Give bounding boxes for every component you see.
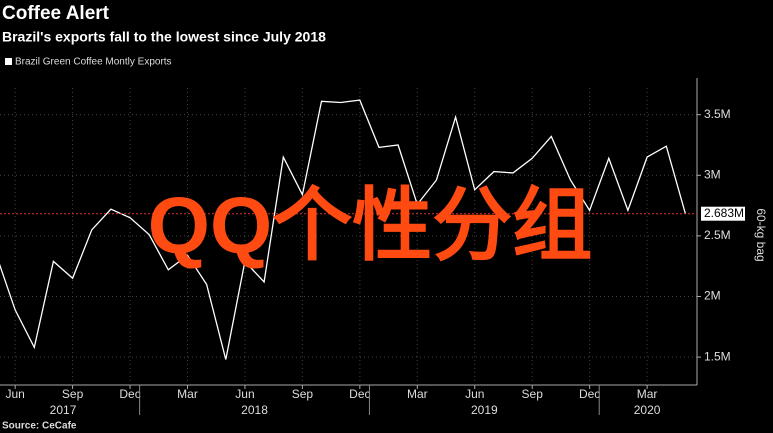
x-tick-label: Sep [292,387,314,401]
legend-swatch [5,58,12,65]
last-value-box [701,206,745,221]
legend-label: Brazil Green Coffee Montly Exports [15,57,172,68]
x-tick-label: Jun [5,387,24,401]
x-tick-label: Dec [349,387,370,401]
y-tick-label: 3M [704,167,721,181]
y-tick-label: 1.5M [704,349,731,363]
x-tick-label: Dec [119,387,140,401]
chart-subtitle: Brazil's exports fall to the lowest sinc… [2,29,326,45]
last-value-label: 2.683M [704,206,744,220]
y-tick-label: 2.5M [704,228,731,242]
year-label: 2017 [50,403,77,417]
y-axis-label: 60-kg bag [754,208,768,261]
y-tick-label: 3.5M [704,107,731,121]
year-label: 2019 [471,403,498,417]
x-tick-label: Jun [465,387,484,401]
y-tick-label: 2M [704,289,721,303]
x-tick-label: Mar [177,387,198,401]
year-label: 2020 [634,403,661,417]
x-tick-label: Jun [235,387,254,401]
x-tick-label: Sep [62,387,84,401]
watermark: QQ个性分组 [148,181,592,270]
series-line [0,99,687,360]
x-tick-label: Sep [522,387,544,401]
year-label: 2018 [241,403,268,417]
x-tick-label: Dec [579,387,600,401]
x-tick-label: Mar [407,387,428,401]
source: Source: CeCafe [2,421,77,432]
x-tick-label: Mar [637,387,658,401]
chart-title: Coffee Alert [2,3,110,24]
